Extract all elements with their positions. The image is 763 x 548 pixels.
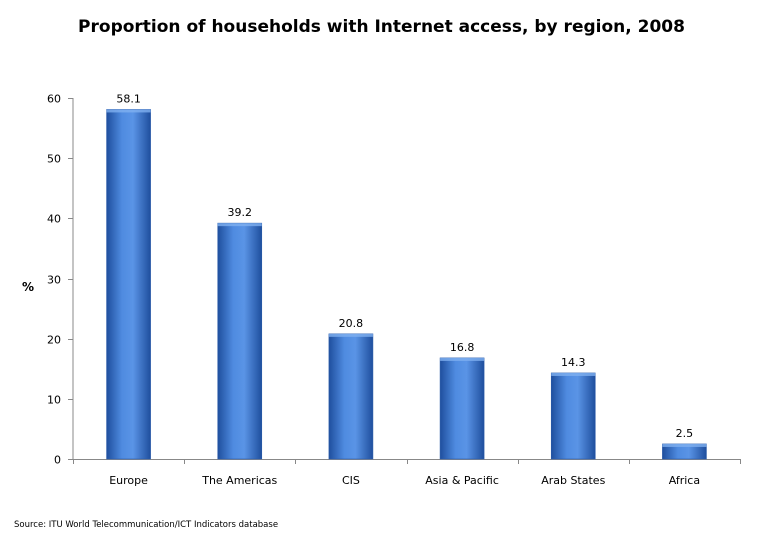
y-tick-label: 40 <box>47 213 61 226</box>
bar-top <box>440 357 485 361</box>
bar-top <box>106 109 151 113</box>
y-tick-label: 10 <box>47 394 61 407</box>
y-tick-label: 30 <box>47 274 61 287</box>
data-label: 2.5 <box>676 427 694 440</box>
bar-top <box>217 223 262 227</box>
x-tick-label: Arab States <box>541 474 605 487</box>
bars <box>106 109 707 460</box>
x-axis: Europe The Americas CIS Asia & Pacific Arab … <box>73 459 741 487</box>
x-tick-label: Africa <box>669 474 700 487</box>
chart-source: Source: ITU World Telecommunication/ICT … <box>14 520 279 530</box>
bar <box>106 109 151 460</box>
bar <box>217 222 263 460</box>
y-axis-label: % <box>22 280 34 294</box>
bar <box>439 357 485 460</box>
x-tick-label: The Americas <box>201 474 277 487</box>
y-tick-label: 50 <box>47 153 61 166</box>
data-label: 20.8 <box>339 317 364 330</box>
y-tick-label: 0 <box>54 454 61 467</box>
bar <box>550 372 596 460</box>
x-tick-label: Asia & Pacific <box>425 474 499 487</box>
value-labels: 58.1 39.2 20.8 16.8 14.3 2.5 <box>116 92 693 440</box>
x-tick-label: Europe <box>109 474 148 487</box>
x-tick-label: CIS <box>342 474 360 487</box>
y-tick-label: 20 <box>47 334 61 347</box>
bar-top <box>662 443 707 447</box>
y-tick-label: 60 <box>47 93 61 106</box>
data-label: 14.3 <box>561 356 586 369</box>
y-axis: 0 10 20 30 40 50 60% <box>22 93 74 467</box>
data-label: 58.1 <box>116 92 141 105</box>
chart-title: Proportion of households with Internet a… <box>78 17 685 37</box>
data-label: 39.2 <box>228 206 253 219</box>
data-label: 16.8 <box>450 341 475 354</box>
bar <box>328 333 374 460</box>
bar-top <box>328 333 373 337</box>
bar-top <box>551 372 596 376</box>
